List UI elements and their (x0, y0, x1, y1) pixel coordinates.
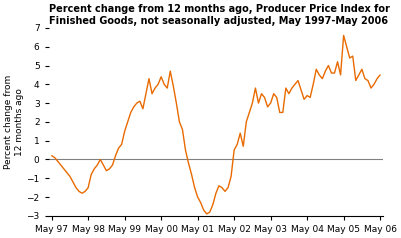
Y-axis label: Percent change from
12 months ago: Percent change from 12 months ago (4, 75, 24, 169)
Text: Percent change from 12 months ago, Producer Price Index for
Finished Goods, not : Percent change from 12 months ago, Produ… (49, 4, 389, 26)
